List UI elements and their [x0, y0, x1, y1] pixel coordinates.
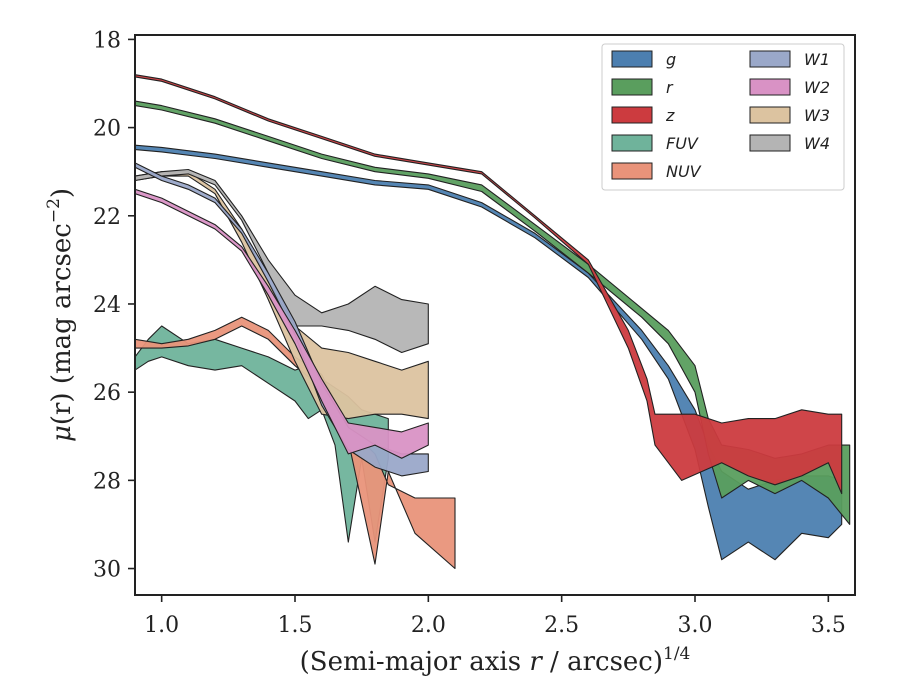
legend-swatch-nuv [611, 162, 653, 180]
legend-swatch-w2 [749, 78, 791, 96]
y-tick-label-24: 24 [93, 293, 121, 318]
y-tick-label-28: 28 [93, 469, 121, 494]
series-band-w2 [135, 188, 429, 459]
legend-label-nuv: NUV [666, 162, 702, 181]
legend-swatch-w4 [749, 134, 791, 152]
plot-frame [134, 34, 856, 596]
x-tick-label-3-5: 3.5 [811, 613, 846, 638]
y-axis-label: μ(r) (mag arcsec−2) [44, 188, 77, 442]
legend-swatch-w1 [749, 50, 791, 68]
legend-label-w1: W1 [804, 50, 830, 69]
x-tick-label-1-0: 1.0 [144, 613, 179, 638]
legend-swatch-z [611, 106, 653, 124]
series-band-z [135, 74, 843, 495]
y-tick-label-26: 26 [93, 381, 121, 406]
x-tick-label-1-5: 1.5 [278, 613, 313, 638]
y-tick-label-22: 22 [93, 205, 121, 230]
legend-swatch-fuv [611, 134, 653, 152]
x-tick-label-3-0: 3.0 [678, 613, 713, 638]
legend-label-w3: W3 [804, 106, 830, 125]
series-band-w1 [135, 162, 429, 477]
x-tick-label-2-0: 2.0 [411, 613, 446, 638]
series-band-nuv [135, 316, 456, 570]
series-band-g [135, 144, 843, 561]
legend: grz FUV NUV W1 W2 W3 W4 [601, 43, 845, 191]
legend-label-fuv: FUV [666, 134, 699, 153]
legend-swatch-r [611, 78, 653, 96]
legend-label-w2: W2 [804, 78, 830, 97]
legend-swatch-g [611, 50, 653, 68]
y-tick-label-20: 20 [93, 117, 121, 142]
y-tick-label-18: 18 [93, 28, 121, 53]
legend-label-r: r [666, 78, 674, 97]
legend-label-g: g [666, 50, 676, 69]
legend-label-z: z [665, 106, 675, 125]
ticks-layer: 1.0 1.5 2.0 2.5 3.0 3.5 18 20 22 24 26 28 30 [93, 28, 846, 638]
y-tick-label-30: 30 [93, 558, 121, 583]
series-band-w4 [135, 168, 429, 354]
x-tick-label-2-5: 2.5 [544, 613, 579, 638]
series-layer [135, 74, 851, 570]
legend-label-w4: W4 [804, 134, 830, 153]
legend-swatch-w3 [749, 106, 791, 124]
x-axis-label: (Semi-major axis r / arcsec)1/4 [300, 644, 691, 677]
